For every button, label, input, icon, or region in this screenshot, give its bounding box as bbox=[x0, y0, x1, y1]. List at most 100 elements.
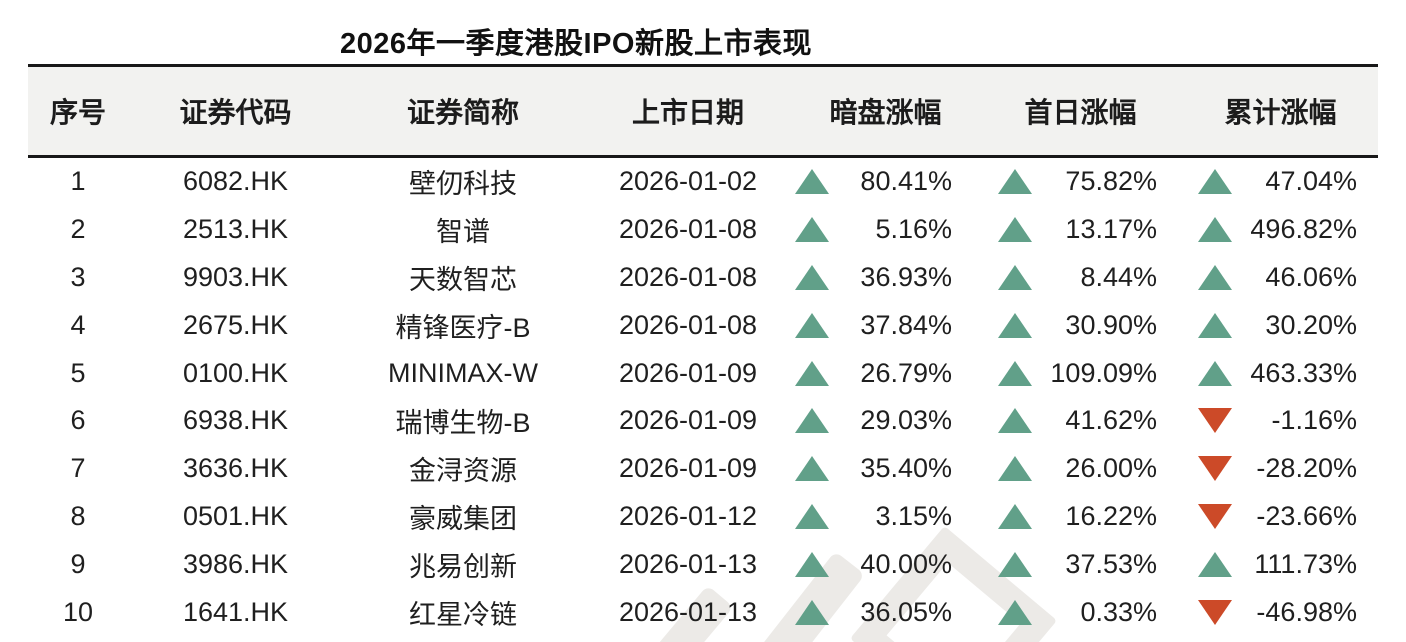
cell-dark-change: 5.16% bbox=[793, 206, 978, 254]
cell-dark-change: 3.15% bbox=[793, 493, 978, 541]
table-row: 7 3636.HK 金浔资源 2026-01-09 35.40% 26.00% -28.20… bbox=[28, 445, 1378, 493]
table-row: 2 2513.HK 智谱 2026-01-08 5.16% 13.17% 496.82% bbox=[28, 206, 1378, 254]
cell-first-day-change: 26.00% bbox=[978, 445, 1183, 493]
cell-first-day-change: 37.53% bbox=[978, 540, 1183, 588]
cell-index: 6 bbox=[70, 405, 86, 436]
cell-code: 9903.HK bbox=[182, 261, 289, 292]
cell-cumulative-change: 30.20% bbox=[1183, 301, 1378, 349]
column-header-name: 证券简称 bbox=[343, 64, 583, 158]
table-row: 10 1641.HK 红星冷链 2026-01-13 36.05% 0.33% -46.98… bbox=[28, 588, 1378, 636]
up-triangle-icon bbox=[795, 264, 829, 290]
up-triangle-icon bbox=[795, 456, 829, 482]
change-value: 16.22% bbox=[1065, 500, 1157, 531]
up-triangle-icon bbox=[795, 312, 829, 338]
cell-first-day-change: 16.22% bbox=[978, 493, 1183, 541]
cell-listing-date: 2026-01-09 bbox=[618, 453, 758, 484]
change-value: 5.16% bbox=[875, 214, 952, 245]
up-triangle-icon bbox=[1198, 551, 1232, 577]
cell-code: 3636.HK bbox=[182, 453, 289, 484]
cell-name: 红星冷链 bbox=[409, 599, 517, 630]
cell-listing-date: 2026-01-08 bbox=[618, 309, 758, 340]
change-value: 36.93% bbox=[860, 261, 952, 292]
up-triangle-icon bbox=[795, 408, 829, 434]
change-value: 0.33% bbox=[1080, 596, 1157, 627]
change-value: 463.33% bbox=[1250, 357, 1357, 388]
change-value: 47.04% bbox=[1265, 166, 1357, 197]
cell-code: 6938.HK bbox=[182, 405, 289, 436]
cell-dark-change: 36.93% bbox=[793, 254, 978, 302]
change-value: 109.09% bbox=[1050, 357, 1157, 388]
up-triangle-icon bbox=[998, 360, 1032, 386]
cell-listing-date: 2026-01-13 bbox=[618, 548, 758, 579]
change-value: 26.79% bbox=[860, 357, 952, 388]
cell-cumulative-change: 463.33% bbox=[1183, 349, 1378, 397]
cell-cumulative-change: 46.06% bbox=[1183, 254, 1378, 302]
cell-index: 2 bbox=[70, 214, 86, 245]
up-triangle-icon bbox=[795, 599, 829, 625]
cell-dark-change: 29.03% bbox=[793, 397, 978, 445]
cell-dark-change: 36.05% bbox=[793, 588, 978, 636]
up-triangle-icon bbox=[998, 312, 1032, 338]
cell-dark-change: 80.41% bbox=[793, 157, 978, 206]
change-value: 26.00% bbox=[1065, 453, 1157, 484]
change-value: -28.20% bbox=[1256, 453, 1357, 484]
cell-listing-date: 2026-01-08 bbox=[618, 261, 758, 292]
change-value: 496.82% bbox=[1250, 214, 1357, 245]
cell-listing-date: 2026-01-09 bbox=[618, 405, 758, 436]
down-triangle-icon bbox=[1198, 599, 1232, 625]
cell-listing-date: 2026-01-09 bbox=[618, 357, 758, 388]
up-triangle-icon bbox=[998, 264, 1032, 290]
column-header-listing-date: 上市日期 bbox=[583, 64, 793, 158]
up-triangle-icon bbox=[1198, 264, 1232, 290]
cell-code: 0501.HK bbox=[182, 500, 289, 531]
up-triangle-icon bbox=[795, 503, 829, 529]
column-header-index: 序号 bbox=[28, 64, 128, 158]
up-triangle-icon bbox=[795, 551, 829, 577]
cell-cumulative-change: 496.82% bbox=[1183, 206, 1378, 254]
cell-name: 壁仞科技 bbox=[409, 169, 517, 200]
cell-name: 瑞博生物-B bbox=[395, 408, 531, 439]
down-triangle-icon bbox=[1198, 503, 1232, 529]
change-value: 29.03% bbox=[860, 405, 952, 436]
up-triangle-icon bbox=[998, 169, 1032, 195]
cell-index: 1 bbox=[70, 166, 86, 197]
cell-first-day-change: 75.82% bbox=[978, 157, 1183, 206]
cell-cumulative-change: -23.66% bbox=[1183, 493, 1378, 541]
table-header: 序号 证券代码 证券简称 上市日期 暗盘涨幅 首日涨幅 累计涨幅 bbox=[28, 64, 1378, 158]
change-value: 46.06% bbox=[1265, 261, 1357, 292]
change-value: 40.00% bbox=[860, 548, 952, 579]
cell-cumulative-change: -46.98% bbox=[1183, 588, 1378, 636]
change-value: 35.40% bbox=[860, 453, 952, 484]
up-triangle-icon bbox=[1198, 312, 1232, 338]
cell-first-day-change: 0.33% bbox=[978, 588, 1183, 636]
table-body: 1 6082.HK 壁仞科技 2026-01-02 80.41% 75.82% 47.04%… bbox=[28, 157, 1378, 636]
cell-code: 1641.HK bbox=[182, 596, 289, 627]
up-triangle-icon bbox=[795, 217, 829, 243]
table-row: 3 9903.HK 天数智芯 2026-01-08 36.93% 8.44% 46.06% bbox=[28, 254, 1378, 302]
change-value: 30.20% bbox=[1265, 309, 1357, 340]
cell-cumulative-change: -28.20% bbox=[1183, 445, 1378, 493]
cell-first-day-change: 109.09% bbox=[978, 349, 1183, 397]
cell-first-day-change: 30.90% bbox=[978, 301, 1183, 349]
table-row: 6 6938.HK 瑞博生物-B 2026-01-09 29.03% 41.62% -1.1… bbox=[28, 397, 1378, 445]
change-value: 37.53% bbox=[1065, 548, 1157, 579]
cell-cumulative-change: 111.73% bbox=[1183, 540, 1378, 588]
change-value: 3.15% bbox=[875, 500, 952, 531]
up-triangle-icon bbox=[998, 408, 1032, 434]
up-triangle-icon bbox=[795, 360, 829, 386]
cell-cumulative-change: -1.16% bbox=[1183, 397, 1378, 445]
up-triangle-icon bbox=[998, 599, 1032, 625]
up-triangle-icon bbox=[1198, 169, 1232, 195]
table-row: 9 3986.HK 兆易创新 2026-01-13 40.00% 37.53% 111.73… bbox=[28, 540, 1378, 588]
cell-listing-date: 2026-01-08 bbox=[618, 214, 758, 245]
cell-name: 金浔资源 bbox=[409, 456, 517, 487]
cell-name: 天数智芯 bbox=[409, 264, 517, 295]
change-value: 75.82% bbox=[1065, 166, 1157, 197]
cell-index: 3 bbox=[70, 261, 86, 292]
change-value: 41.62% bbox=[1065, 405, 1157, 436]
cell-code: 0100.HK bbox=[182, 357, 289, 388]
table-row: 5 0100.HK MINIMAX-W 2026-01-09 26.79% 109.09%… bbox=[28, 349, 1378, 397]
cell-code: 3986.HK bbox=[182, 548, 289, 579]
cell-name: 精锋医疗-B bbox=[395, 312, 531, 343]
change-value: -23.66% bbox=[1256, 500, 1357, 531]
